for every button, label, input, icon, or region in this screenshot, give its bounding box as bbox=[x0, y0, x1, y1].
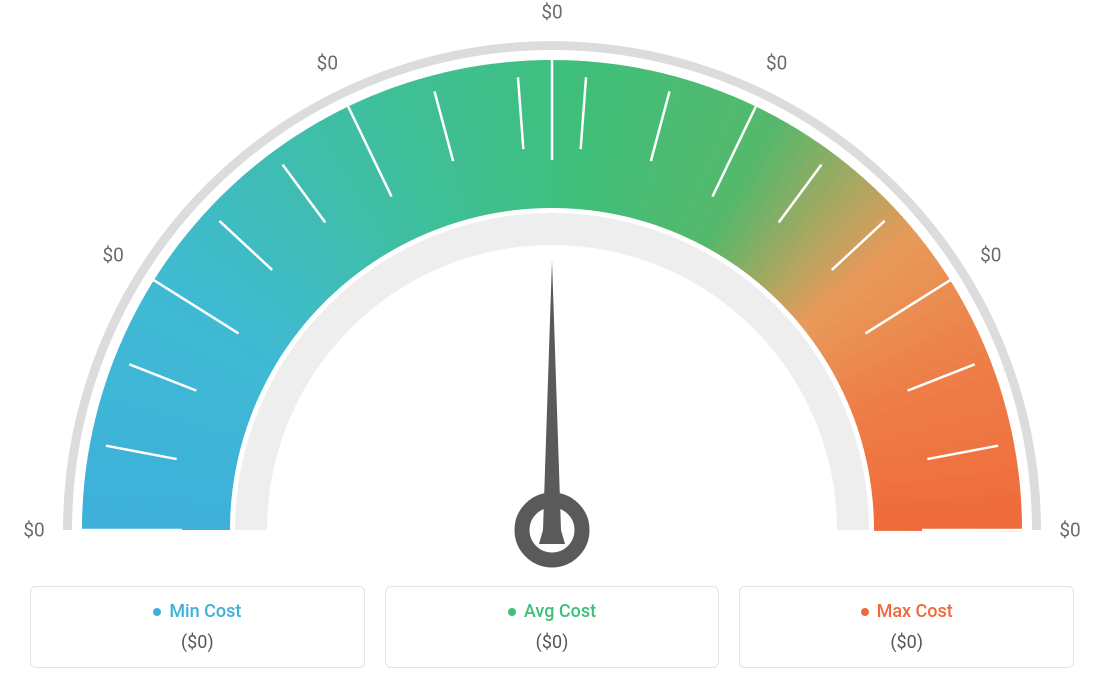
gauge-tick-label: $0 bbox=[1059, 519, 1080, 542]
legend-label-min: Min Cost bbox=[153, 601, 241, 622]
legend-dot-min bbox=[153, 608, 161, 616]
gauge-tick-label: $0 bbox=[980, 243, 1001, 266]
gauge-tick-label: $0 bbox=[541, 1, 562, 24]
legend-text-min: Min Cost bbox=[169, 601, 241, 622]
legend-text-avg: Avg Cost bbox=[524, 601, 596, 622]
gauge-tick-label: $0 bbox=[317, 52, 338, 75]
legend-label-max: Max Cost bbox=[861, 601, 953, 622]
legend-label-avg: Avg Cost bbox=[508, 601, 596, 622]
legend-text-max: Max Cost bbox=[877, 601, 953, 622]
gauge-tick-label: $0 bbox=[103, 243, 124, 266]
gauge-chart: $0 $0 $0 $0 $0 $0 $0 bbox=[0, 0, 1104, 570]
legend-value-max: ($0) bbox=[750, 632, 1063, 653]
gauge-tick-label: $0 bbox=[766, 52, 787, 75]
legend-value-avg: ($0) bbox=[396, 632, 709, 653]
legend-value-min: ($0) bbox=[41, 632, 354, 653]
legend-dot-max bbox=[861, 608, 869, 616]
legend-row: Min Cost ($0) Avg Cost ($0) Max Cost ($0… bbox=[30, 586, 1074, 669]
legend-box-min: Min Cost ($0) bbox=[30, 586, 365, 669]
legend-dot-avg bbox=[508, 608, 516, 616]
gauge-tick-label: $0 bbox=[23, 519, 44, 542]
legend-box-max: Max Cost ($0) bbox=[739, 586, 1074, 669]
legend-box-avg: Avg Cost ($0) bbox=[385, 586, 720, 669]
gauge-svg bbox=[0, 0, 1104, 570]
